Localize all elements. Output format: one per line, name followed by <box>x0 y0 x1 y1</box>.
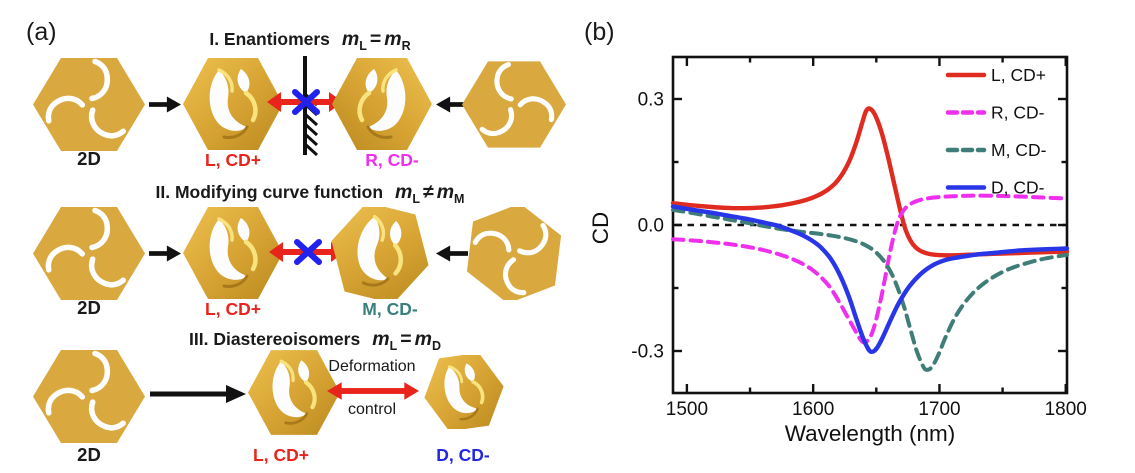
hexagon-2d-icon <box>33 58 145 151</box>
row1-title-text: I. Enantiomers <box>209 29 330 49</box>
math-op: = <box>369 28 382 50</box>
curve-m-cd-minus <box>671 207 1069 372</box>
math-sub: D <box>431 338 441 353</box>
deformation-caption-top: Deformation <box>328 358 416 375</box>
math-m: m <box>372 328 390 350</box>
panel-b-label: (b) <box>584 18 615 46</box>
row2-title-text: II. Modifying curve function <box>155 182 384 202</box>
math-m: m <box>384 28 402 50</box>
chiral-structure-d-icon <box>424 355 504 429</box>
row3-title: III. Diastereoisomers mL = mD <box>150 328 480 353</box>
math-m: m <box>395 181 413 203</box>
chart-dynamic-content: 1500 1600 1700 1800 0.3 0.0 -0.3 CD Wavelength (… <box>588 57 1087 446</box>
math-op: ≠ <box>423 181 434 203</box>
math-sub: R <box>401 38 411 53</box>
label-d-cd-minus: D, CD- <box>436 445 490 465</box>
row2-math: mL ≠ mM <box>395 181 465 206</box>
math-sub: L <box>389 338 398 353</box>
label-r-cd-minus: R, CD- <box>365 150 419 170</box>
row3-math: mL = mD <box>372 328 441 353</box>
deformation-caption-bottom: control <box>347 401 397 418</box>
y-axis-label: CD <box>588 212 613 245</box>
curve-d-cd-minus <box>670 204 1070 355</box>
x-tick-label: 1500 <box>666 399 708 420</box>
x-tick-label: 1700 <box>918 399 960 420</box>
x-tick-label: 1800 <box>1045 399 1087 420</box>
deformation-arrow-icon <box>327 382 419 400</box>
y-tick-label: -0.3 <box>631 342 664 363</box>
legend-label-curve-d-cd-minus: D, CD- <box>991 178 1045 198</box>
hexagon-2d-mirrored-icon <box>462 58 566 151</box>
math-m: m <box>341 28 360 50</box>
math-op: = <box>400 328 412 350</box>
math-m: m <box>436 181 455 203</box>
panel-a-label: (a) <box>26 18 57 46</box>
hexagon-2d-icon <box>33 207 145 300</box>
label-2d-row2: 2D <box>77 297 101 318</box>
math-sub: L <box>412 191 420 206</box>
long-arrow-icon <box>150 384 246 404</box>
label-l-cd-plus-row3: L, CD+ <box>253 445 309 465</box>
curve-r-cd-minus <box>671 193 1069 345</box>
legend-label-curve-l-cd-plus: L, CD+ <box>991 65 1046 85</box>
curve-l-cd-plus <box>670 106 1070 258</box>
math-m: m <box>414 328 432 350</box>
label-l-cd-plus-row2: L, CD+ <box>205 299 261 319</box>
arrow-right-icon <box>149 245 181 262</box>
label-2d-row3: 2D <box>77 444 101 465</box>
hexagon-2d-rotated-icon <box>462 207 566 300</box>
math-sub: L <box>359 38 367 53</box>
legend-label-curve-m-cd-minus: M, CD- <box>991 140 1047 160</box>
arrow-right-icon <box>149 96 181 113</box>
hexagon-2d-icon <box>33 350 145 443</box>
legend-label-curve-r-cd-minus: R, CD- <box>991 103 1045 123</box>
chiral-structure-l-icon <box>183 207 283 299</box>
row1-title: I. Enantiomers mL = mR <box>150 28 470 53</box>
y-tick-label: 0.0 <box>638 216 664 237</box>
y-tick-label: 0.3 <box>638 90 664 111</box>
math-sub: M <box>454 191 465 206</box>
label-m-cd-minus: M, CD- <box>362 299 418 319</box>
row2-title: II. Modifying curve function mL ≠ mM <box>130 181 490 206</box>
label-2d-row1: 2D <box>77 148 101 169</box>
chiral-structure-r-icon <box>332 58 432 150</box>
x-tick-label: 1600 <box>792 399 834 420</box>
label-l-cd-plus-row1: L, CD+ <box>205 150 261 170</box>
row3-title-text: III. Diastereoisomers <box>189 329 361 349</box>
x-axis-label: Wavelength (nm) <box>785 421 955 446</box>
chiral-structure-m-icon <box>330 207 430 299</box>
row1-math: mL = mR <box>341 28 411 53</box>
cd-spectrum-chart: 1500 1600 1700 1800 0.3 0.0 -0.3 CD Wavelength (… <box>588 55 1087 446</box>
